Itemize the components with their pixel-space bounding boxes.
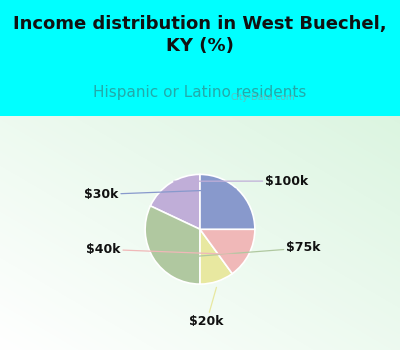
Wedge shape	[200, 229, 232, 284]
Text: $100k: $100k	[174, 175, 309, 188]
Wedge shape	[145, 206, 200, 284]
Wedge shape	[150, 174, 200, 229]
Text: City-Data.com: City-Data.com	[231, 93, 296, 102]
Wedge shape	[200, 174, 255, 229]
Text: Income distribution in West Buechel,
KY (%): Income distribution in West Buechel, KY …	[13, 15, 387, 55]
Text: $75k: $75k	[156, 241, 321, 259]
Wedge shape	[200, 229, 255, 274]
Text: $20k: $20k	[190, 287, 224, 328]
Text: $30k: $30k	[84, 188, 236, 201]
Text: Hispanic or Latino residents: Hispanic or Latino residents	[93, 85, 307, 100]
Text: $40k: $40k	[86, 243, 246, 256]
